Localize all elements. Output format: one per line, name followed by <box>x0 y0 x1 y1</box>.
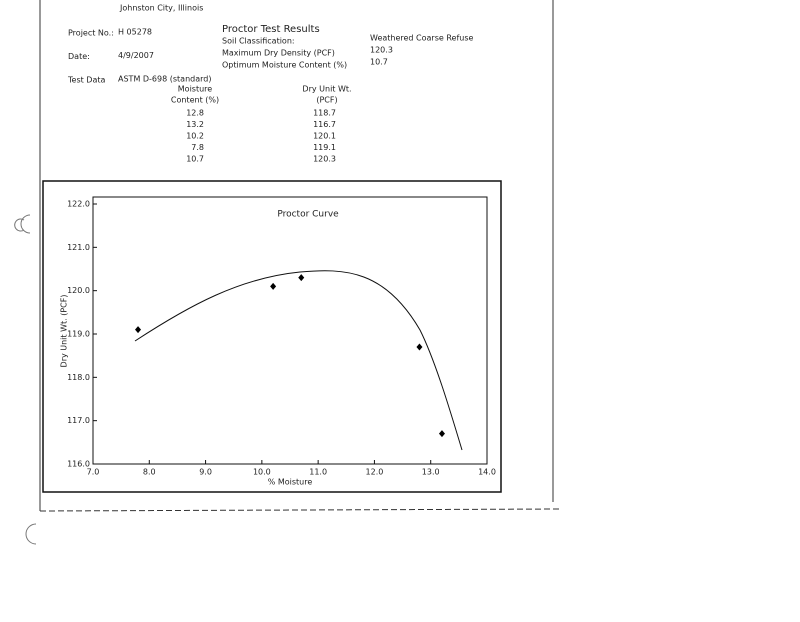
y-tick-label: 116.0 <box>67 460 90 469</box>
result-value: Weathered Coarse Refuse <box>370 34 474 43</box>
y-tick-label: 118.0 <box>67 373 90 382</box>
y-tick-label: 121.0 <box>67 243 90 252</box>
x-tick-label: 14.0 <box>478 468 496 477</box>
table-header: (PCF) <box>316 96 337 105</box>
plot-area <box>92 196 488 465</box>
y-tick-label: 117.0 <box>67 416 90 425</box>
y-axis-label: Dry Unit Wt. (PCF) <box>60 295 69 368</box>
table-cell: 120.1 <box>313 132 336 141</box>
x-tick-label: 11.0 <box>309 468 327 477</box>
table-cell: 7.8 <box>191 143 204 152</box>
data-point <box>438 430 445 438</box>
table-cell: 118.7 <box>313 109 336 118</box>
field-label: Date: <box>68 52 90 61</box>
x-tick-label: 13.0 <box>422 468 440 477</box>
table-header: Moisture <box>178 85 213 94</box>
location: Johnston City, Illinois <box>119 4 203 13</box>
data-point <box>135 326 142 334</box>
table-cell: 13.2 <box>186 120 204 129</box>
data-point <box>298 274 305 282</box>
x-tick-label: 9.0 <box>199 468 212 477</box>
table-cell: 10.7 <box>186 155 204 164</box>
result-value: 10.7 <box>370 58 388 67</box>
x-tick-label: 10.0 <box>253 468 271 477</box>
table-cell: 116.7 <box>313 120 336 129</box>
table-header: Content (%) <box>171 96 219 105</box>
paper-edge <box>39 508 561 512</box>
field-label: Test Data <box>67 76 105 85</box>
table-cell: 119.1 <box>313 143 336 152</box>
y-tick-label: 120.0 <box>67 286 90 295</box>
table-cell: 12.8 <box>186 109 204 118</box>
field-value: ASTM D-698 (standard) <box>118 75 211 84</box>
data-point <box>416 343 423 351</box>
data-point <box>270 282 277 290</box>
x-tick-label: 8.0 <box>143 468 156 477</box>
result-label: Maximum Dry Density (PCF) <box>222 49 335 58</box>
field-label: Project No.: <box>68 29 114 38</box>
result-label: Optimum Moisture Content (%) <box>222 61 347 70</box>
punch-hole <box>25 523 37 545</box>
results-title: Proctor Test Results <box>222 24 320 35</box>
punch-hole <box>14 214 31 234</box>
table-header: Dry Unit Wt. <box>302 85 351 94</box>
x-tick-label: 7.0 <box>87 468 100 477</box>
result-value: 120.3 <box>370 46 393 55</box>
y-tick-label: 119.0 <box>67 330 90 339</box>
fit-curve <box>134 270 463 451</box>
table-cell: 120.3 <box>313 155 336 164</box>
result-label: Soil Classification: <box>222 37 295 46</box>
field-value: H 05278 <box>118 28 152 37</box>
table-cell: 10.2 <box>186 132 204 141</box>
y-tick-label: 122.0 <box>67 200 90 209</box>
field-value: 4/9/2007 <box>118 51 154 60</box>
x-axis-label: % Moisture <box>268 478 313 487</box>
chart-frame <box>42 180 502 493</box>
x-tick-label: 12.0 <box>366 468 384 477</box>
chart-title: Proctor Curve <box>277 210 339 220</box>
